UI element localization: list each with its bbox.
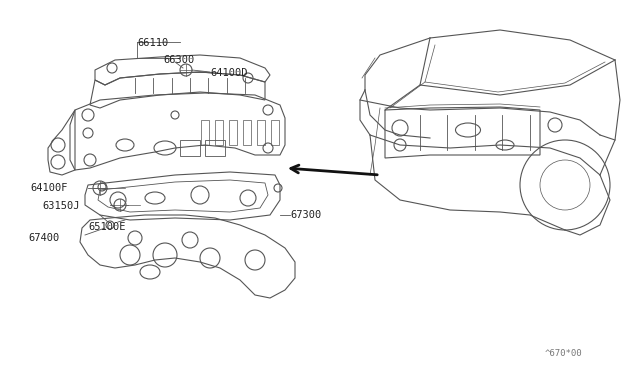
Text: 67300: 67300 [290, 210, 321, 220]
Text: 64100D: 64100D [210, 68, 248, 78]
Text: 63150J: 63150J [42, 201, 79, 211]
Text: 66300: 66300 [163, 55, 195, 65]
Text: 67400: 67400 [28, 233, 60, 243]
Text: 65100E: 65100E [88, 222, 125, 232]
Text: 66110: 66110 [137, 38, 168, 48]
Text: ^670*00: ^670*00 [545, 349, 582, 358]
Text: 64100F: 64100F [30, 183, 67, 193]
